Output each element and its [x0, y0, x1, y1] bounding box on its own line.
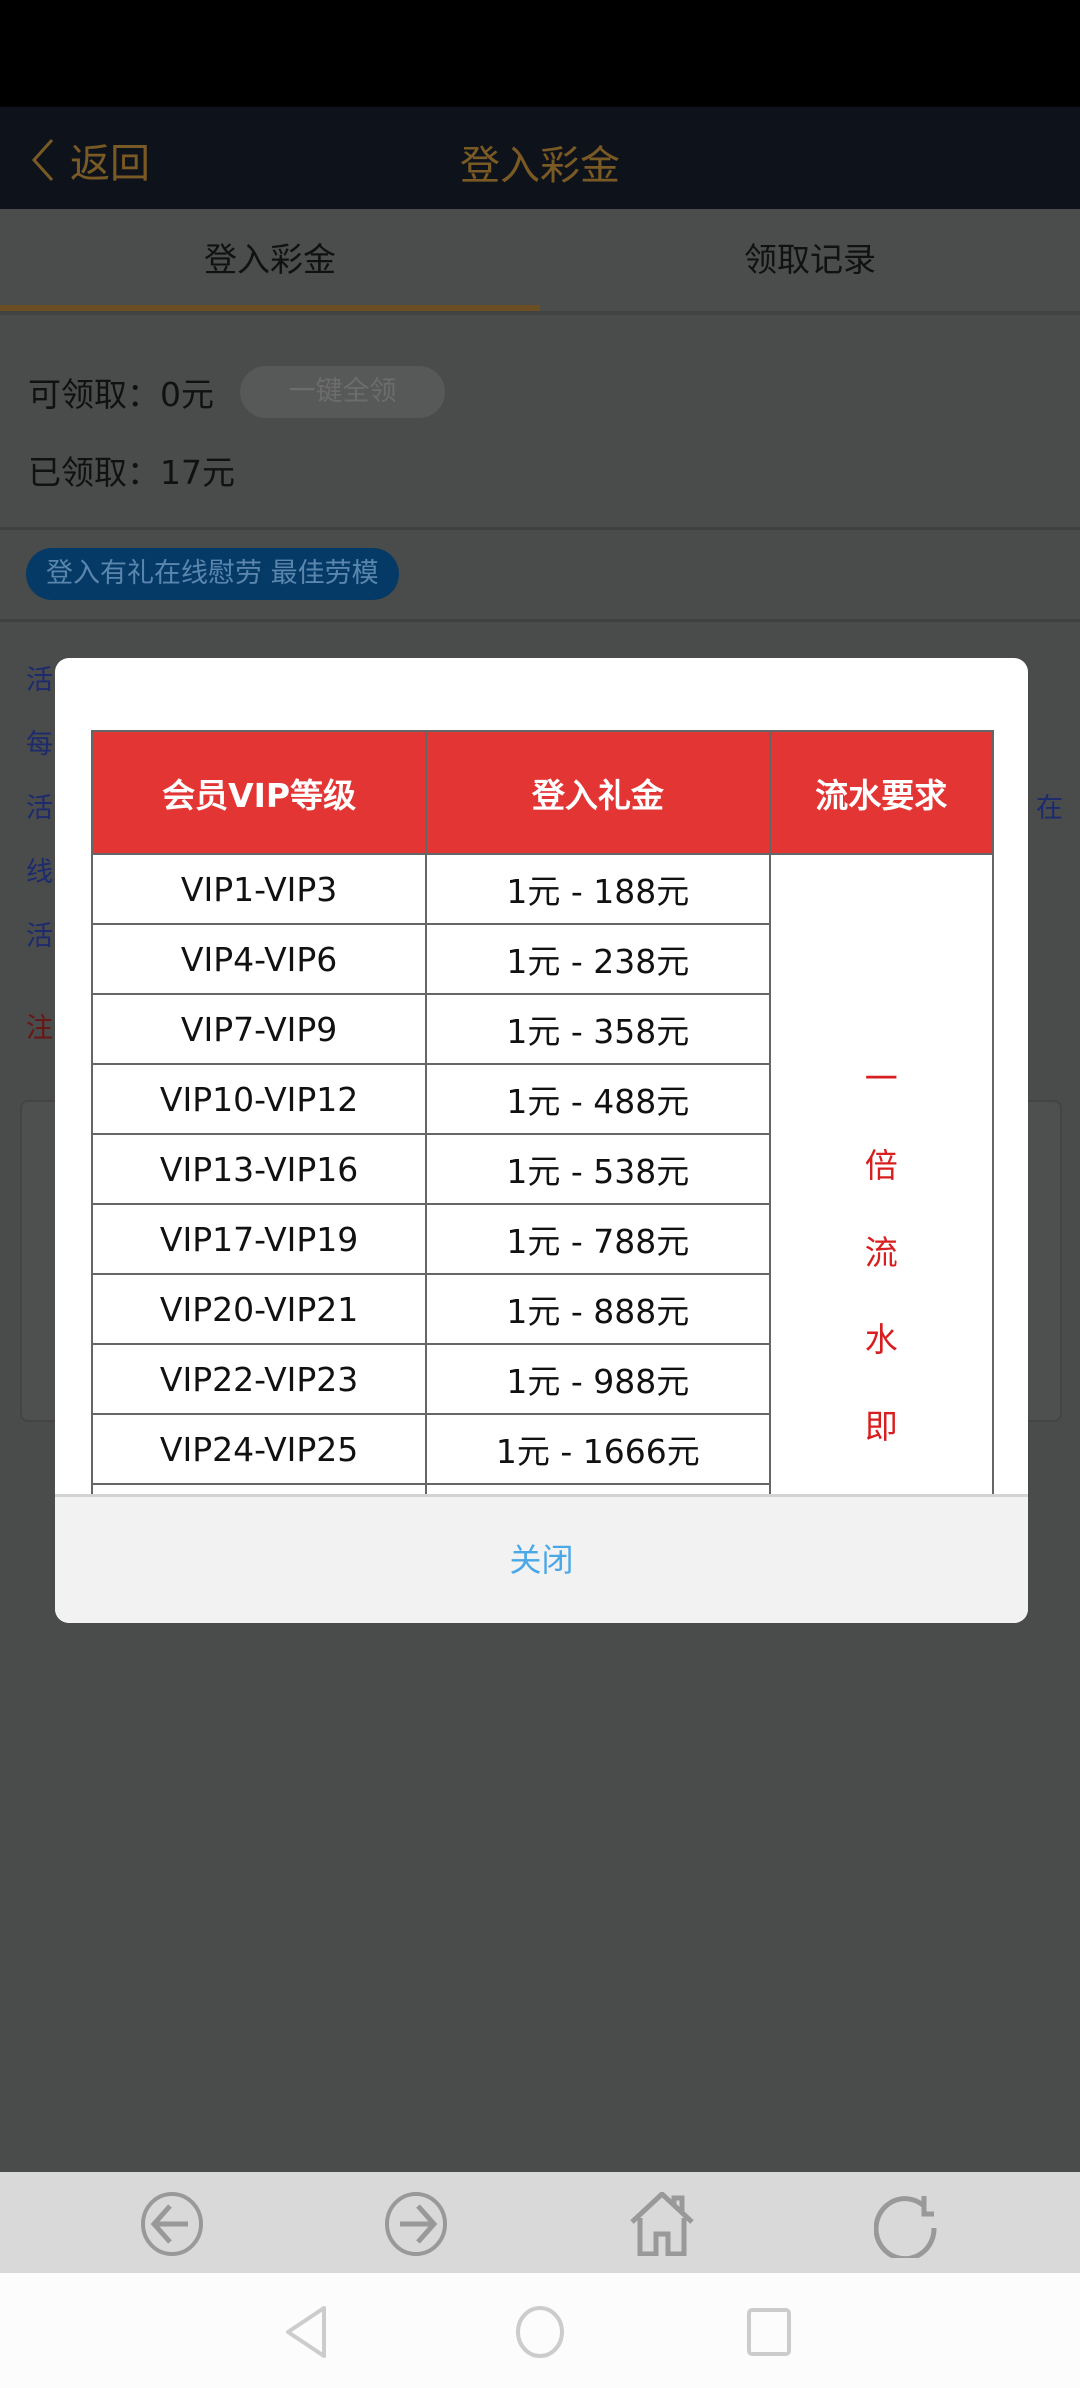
table-row: VIP20-VIP21 1元 - 888元 — [90, 1273, 993, 1345]
nav-home-icon[interactable] — [514, 2305, 566, 2359]
status-bar — [0, 0, 1080, 107]
forward-circle-icon[interactable] — [384, 2192, 448, 2256]
header-login-bonus: 登入礼金 — [425, 730, 771, 855]
close-button[interactable]: 关闭 — [55, 1494, 1028, 1623]
header-vip-level: 会员VIP等级 — [90, 730, 428, 855]
bonus-range-cell: 1元 - 538元 — [425, 1133, 771, 1205]
vip-level-cell: VIP7-VIP9 — [90, 993, 428, 1065]
turnover-char: 倍 — [864, 1146, 898, 1185]
bonus-range-cell: 1元 - 988元 — [425, 1343, 771, 1415]
bonus-range-cell: 1元 - 238元 — [425, 923, 771, 995]
bonus-range-cell — [425, 1483, 771, 1494]
back-circle-icon[interactable] — [140, 2192, 204, 2256]
bg-note: 注 — [26, 1013, 53, 1044]
bg-text: 活 — [26, 921, 53, 952]
bonus-range-cell: 1元 - 358元 — [425, 993, 771, 1065]
bg-text: 活 — [26, 665, 53, 696]
vip-level-cell: VIP20-VIP21 — [90, 1273, 428, 1345]
tab-login-bonus[interactable]: 登入彩金 — [0, 209, 540, 311]
table-row: VIP13-VIP16 1元 - 538元 — [90, 1133, 993, 1205]
turnover-char: 即 — [864, 1407, 898, 1446]
divider — [0, 619, 1080, 622]
table-row: VIP4-VIP6 1元 - 238元 — [90, 923, 993, 995]
vip-bonus-modal: 会员VIP等级 登入礼金 流水要求 VIP1-VIP3 1元 - 188元一倍流水… — [55, 658, 1028, 1623]
bg-text: 线 — [26, 857, 53, 888]
back-label: 返回 — [70, 141, 150, 187]
app-header: 返回 登入彩金 — [0, 107, 1080, 209]
table-row: VIP17-VIP19 1元 - 788元 — [90, 1203, 993, 1275]
tab-claim-records[interactable]: 领取记录 — [744, 240, 876, 279]
nav-back-icon[interactable] — [284, 2305, 330, 2359]
back-button[interactable]: 返回 — [30, 131, 150, 189]
vip-bonus-table: 会员VIP等级 登入礼金 流水要求 VIP1-VIP3 1元 - 188元一倍流水… — [90, 730, 995, 1494]
chevron-left-icon — [31, 138, 54, 182]
claim-all-button[interactable]: 一键全领 — [240, 366, 445, 418]
bonus-range-cell: 1元 - 888元 — [425, 1273, 771, 1345]
modal-scroll-area[interactable]: 会员VIP等级 登入礼金 流水要求 VIP1-VIP3 1元 - 188元一倍流水… — [55, 658, 1028, 1494]
nav-recents-icon[interactable] — [746, 2307, 792, 2357]
bonus-range-cell: 1元 - 788元 — [425, 1203, 771, 1275]
claimed-amount: 已领取：17元 — [28, 453, 235, 492]
browser-toolbar — [0, 2172, 1080, 2273]
refresh-icon[interactable] — [874, 2192, 938, 2258]
available-amount: 可领取：0元 — [28, 375, 214, 414]
table-row: VIP7-VIP9 1元 - 358元 — [90, 993, 993, 1065]
vip-level-cell: VIP4-VIP6 — [90, 923, 428, 995]
divider — [0, 527, 1080, 530]
vip-level-cell: VIP10-VIP12 — [90, 1063, 428, 1135]
vip-level-cell: VIP22-VIP23 — [90, 1343, 428, 1415]
table-row: VIP24-VIP25 1元 - 1666元 — [90, 1413, 993, 1485]
turnover-char: 流 — [864, 1233, 898, 1272]
table-row: VIP22-VIP23 1元 - 988元 — [90, 1343, 993, 1415]
vip-level-cell — [90, 1483, 428, 1494]
bonus-range-cell: 1元 - 1666元 — [425, 1413, 771, 1485]
table-row: VIP10-VIP12 1元 - 488元 — [90, 1063, 993, 1135]
bg-text: 每 — [26, 729, 53, 760]
bg-text: 活 — [26, 793, 53, 824]
system-nav-bar — [0, 2273, 1080, 2388]
banner-pill: 登入有礼在线慰劳 最佳劳模 — [26, 548, 399, 600]
home-icon[interactable] — [628, 2192, 696, 2256]
turnover-char: 水 — [864, 1320, 898, 1359]
table-row — [90, 1483, 993, 1494]
tab-bar: 登入彩金 领取记录 — [0, 209, 1080, 315]
header-turnover: 流水要求 — [768, 730, 995, 855]
page-title: 登入彩金 — [460, 143, 620, 189]
vip-level-cell: VIP1-VIP3 — [90, 853, 428, 925]
bonus-range-cell: 1元 - 488元 — [425, 1063, 771, 1135]
vip-level-cell: VIP17-VIP19 — [90, 1203, 428, 1275]
vip-level-cell: VIP24-VIP25 — [90, 1413, 428, 1485]
vip-level-cell: VIP13-VIP16 — [90, 1133, 428, 1205]
bonus-range-cell: 1元 - 188元 — [425, 853, 771, 925]
table-row: VIP1-VIP3 1元 - 188元一倍流水即 — [90, 853, 995, 1494]
turnover-char: 一 — [864, 1059, 898, 1098]
turnover-requirement-cell: 一倍流水即 — [768, 853, 995, 1494]
bg-text: 在 — [1036, 793, 1063, 824]
available-row: 可领取：0元 一键全领 — [28, 366, 445, 418]
